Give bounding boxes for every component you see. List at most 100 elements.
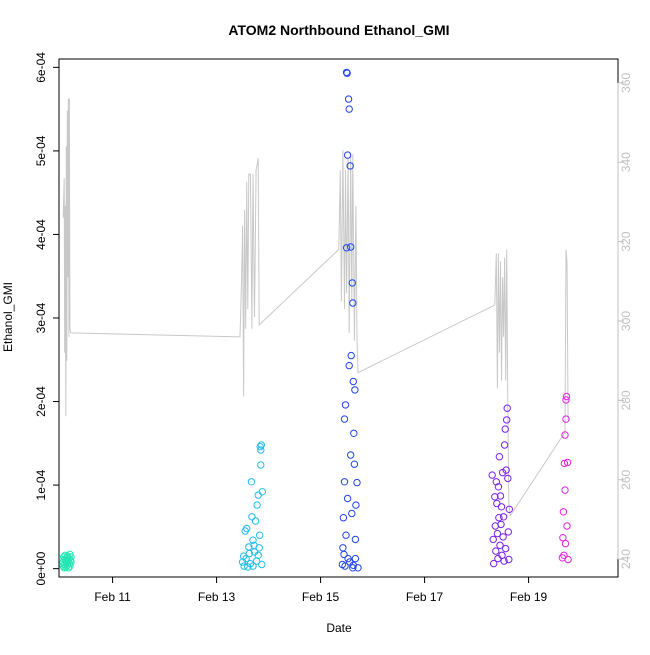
data-point	[345, 105, 353, 113]
data-point	[504, 528, 512, 536]
data-point	[497, 503, 506, 511]
data-point	[343, 494, 352, 503]
data-point	[340, 415, 349, 423]
data-point	[503, 416, 511, 424]
data-point	[67, 553, 75, 561]
data-point	[493, 529, 502, 538]
data-point	[490, 559, 498, 568]
data-point	[505, 505, 513, 513]
y2-tick-label: 320	[619, 231, 633, 251]
data-point	[502, 544, 510, 553]
data-point	[257, 441, 265, 449]
data-point	[562, 415, 570, 423]
data-point	[240, 562, 248, 570]
data-point	[561, 486, 569, 494]
data-point	[258, 560, 266, 569]
y-tick-label: 2e-04	[34, 386, 48, 417]
data-point	[354, 564, 362, 572]
data-point	[340, 550, 348, 559]
data-point	[351, 554, 360, 563]
data-point	[343, 69, 351, 77]
plot-area-border	[58, 58, 619, 578]
secondary-series-line	[62, 98, 569, 517]
y-tick-label: 3e-04	[34, 302, 48, 333]
data-point	[350, 429, 358, 437]
y-axis-label: Ethanol_GMI	[1, 282, 15, 352]
data-point	[341, 401, 350, 409]
data-point	[347, 243, 355, 251]
data-point	[66, 562, 74, 570]
x-axis-label: Date	[326, 621, 352, 635]
data-point	[347, 451, 355, 459]
chart-title: ATOM2 Northbound Ethanol_GMI	[228, 22, 449, 38]
data-point	[342, 531, 350, 539]
data-point	[493, 499, 501, 508]
data-point	[494, 483, 503, 491]
data-point	[339, 514, 348, 522]
y2-tick-label: 360	[619, 72, 633, 92]
data-point	[253, 501, 261, 509]
data-point	[348, 509, 356, 518]
data-point	[353, 478, 361, 487]
data-point	[256, 531, 264, 539]
data-point	[563, 458, 572, 467]
data-point	[247, 478, 256, 486]
data-point	[257, 461, 265, 469]
data-point	[249, 562, 257, 570]
data-point	[339, 544, 347, 552]
data-point	[346, 162, 354, 170]
y2-axis: 240 260 280 300 320 340 360	[617, 72, 633, 569]
data-point	[561, 431, 569, 439]
data-point	[502, 466, 510, 474]
data-point	[495, 514, 503, 522]
data-point	[256, 443, 264, 451]
y2-tick-label: 300	[619, 311, 633, 331]
data-point	[561, 539, 570, 548]
data-point	[340, 478, 349, 486]
y-tick-label: 4e-04	[34, 219, 48, 250]
data-point	[492, 478, 500, 486]
data-point	[559, 508, 568, 516]
data-point	[500, 557, 508, 565]
y-tick-label: 0e+00	[34, 551, 48, 585]
data-point	[560, 459, 569, 468]
data-point	[563, 522, 571, 530]
data-point	[499, 513, 508, 521]
data-point	[249, 536, 257, 544]
y2-tick-label: 340	[619, 152, 633, 172]
data-point	[499, 533, 507, 541]
data-point	[344, 95, 353, 103]
y2-tick-label: 280	[619, 390, 633, 410]
data-point	[559, 534, 567, 542]
data-point	[245, 549, 254, 558]
y-axis: 0e+00 1e-04 2e-04 3e-04 4e-04 5e-04 6e-04	[34, 52, 60, 585]
x-tick-label: Feb 11	[94, 590, 131, 604]
data-point	[351, 535, 360, 544]
y2-tick-label: 260	[619, 469, 633, 489]
data-point	[349, 299, 357, 307]
x-tick-label: Feb 19	[510, 590, 548, 604]
x-tick-label: Feb 13	[198, 590, 236, 604]
points-layer	[59, 68, 572, 572]
data-point	[489, 535, 497, 544]
data-point	[243, 524, 251, 533]
x-tick-label: Feb 15	[302, 590, 340, 604]
data-point	[504, 474, 512, 483]
data-point	[491, 493, 499, 501]
data-point	[248, 513, 256, 521]
data-point	[503, 404, 511, 412]
y-tick-label: 5e-04	[34, 135, 48, 166]
data-point	[258, 488, 266, 496]
data-point	[348, 279, 356, 287]
data-point	[344, 554, 352, 563]
data-point	[342, 244, 351, 252]
data-point	[254, 551, 262, 559]
data-point	[67, 558, 75, 566]
data-point	[352, 501, 360, 509]
data-point	[254, 491, 262, 499]
data-point	[349, 377, 357, 386]
data-point	[562, 396, 570, 404]
data-point	[497, 520, 505, 529]
